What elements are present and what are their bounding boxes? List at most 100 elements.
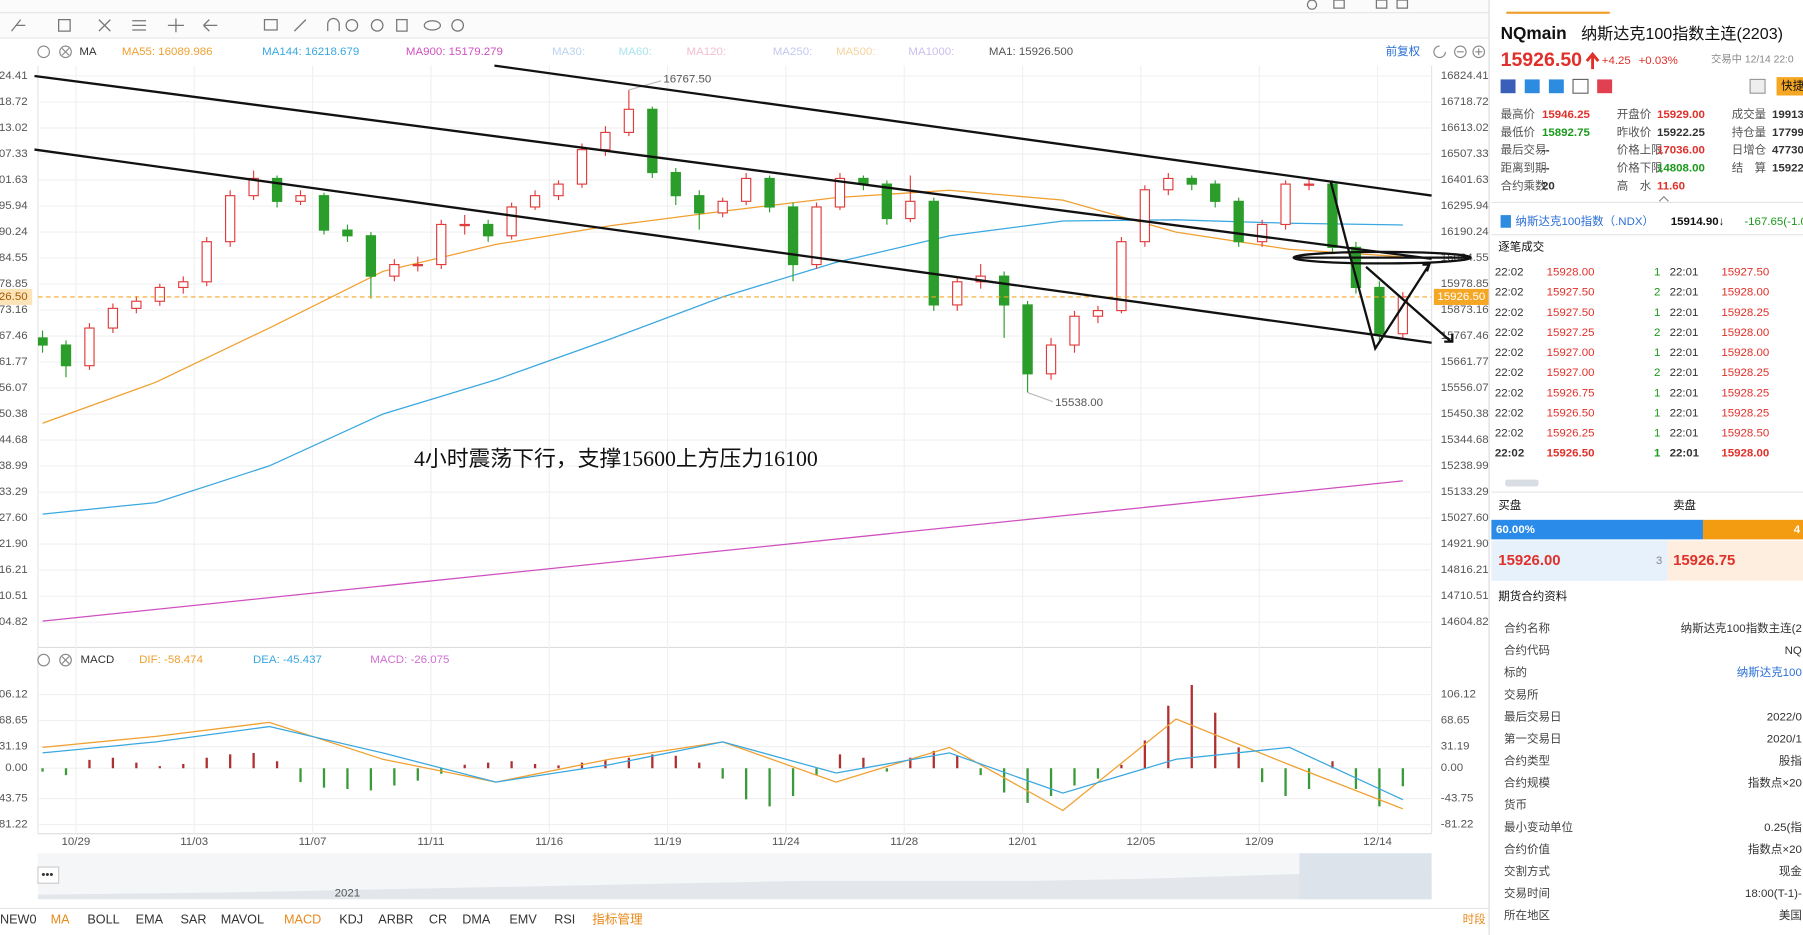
y-tick-label: 16718.72 (1441, 96, 1489, 108)
legend-item[interactable]: MA900: 15179.279 (406, 46, 503, 58)
trade-cell: 22:02 (1495, 267, 1524, 279)
indicator-tab[interactable]: 指标管理 (592, 912, 643, 926)
indicator-tab[interactable]: DMA (462, 912, 491, 926)
last-price-tag (0, 288, 33, 305)
stat-label: 开盘价 (1617, 107, 1652, 121)
y-tick-label: 14710.51 (0, 590, 28, 602)
legend-item[interactable]: MA144: 16218.679 (262, 46, 359, 58)
indicator-tab[interactable]: EMV (509, 912, 537, 926)
legend-item[interactable]: MACD: -26.075 (370, 654, 449, 666)
indicator-tab[interactable]: MACD (284, 912, 321, 926)
candle-body (576, 149, 588, 185)
legend-item[interactable]: DIF: -58.474 (139, 654, 203, 666)
candle-body (623, 108, 635, 134)
x-tick-label: 11/19 (654, 836, 682, 848)
legend-item[interactable]: MA120: (686, 46, 726, 58)
scrollbar[interactable] (1505, 479, 1539, 487)
stat-label: 最后交易 (1501, 143, 1547, 157)
trade-cell: 15926.50 (1547, 407, 1595, 419)
stat-label: 昨收价 (1617, 125, 1652, 139)
trade-cell: 1 (1654, 347, 1660, 359)
indicator-tab[interactable]: BOLL (87, 912, 119, 926)
stat-label: 价格下限 (1617, 161, 1663, 175)
contract-label: 货币 (1504, 798, 1527, 812)
y-tick-label: 15661.77 (0, 356, 28, 368)
trade-status: 交易中 12/14 22:0 (1711, 53, 1794, 66)
contract-label: 交易所 (1504, 687, 1538, 701)
indicator-tab[interactable]: EMA (136, 912, 164, 926)
contract-value[interactable]: 纳斯达克100 (1737, 665, 1802, 679)
trade-cell: 22:01 (1670, 387, 1699, 399)
low-leader (1027, 391, 1054, 403)
candle-body (1069, 315, 1080, 346)
indicator-tab[interactable]: MA (51, 912, 71, 926)
contract-value: 指数点×20 (1748, 842, 1802, 856)
trade-cell: 22:01 (1670, 307, 1699, 319)
legend-item[interactable]: MA55: 16089.986 (122, 46, 213, 58)
overview-more[interactable]: ••• (41, 869, 53, 881)
shortcut-button[interactable]: 快捷 (1781, 78, 1803, 92)
stat-value: 15922 (1772, 163, 1803, 175)
trade-cell: 2 (1654, 367, 1660, 379)
y-tick-label: 31.19 (0, 741, 28, 753)
legend-item[interactable]: MA1000: (908, 46, 954, 58)
overview-handle[interactable] (37, 866, 60, 884)
stat-value: 15892.75 (1542, 127, 1591, 139)
indicator-tab[interactable]: CR (429, 912, 447, 926)
legend-item[interactable]: MA1: 15926.500 (989, 46, 1073, 58)
candle-body (1163, 177, 1174, 191)
contract-value: 18:00(T-1)- (1745, 888, 1802, 900)
contract-label: 合约规模 (1504, 776, 1550, 790)
y-tick-label: 16295.94 (1441, 200, 1490, 212)
ask-price: 15926.75 (1673, 552, 1735, 569)
y-tick-label: -43.75 (1441, 793, 1474, 805)
legend-item[interactable]: MA250: (773, 46, 813, 58)
contract-label: 合约类型 (1504, 754, 1550, 768)
candle-body (84, 327, 95, 367)
indicator-tab[interactable]: RSI (554, 912, 575, 926)
drawing-tools[interactable] (11, 0, 1409, 33)
y-tick-label: 31.19 (1441, 741, 1470, 753)
index-name[interactable]: 纳斯达克100指数（.NDX） (1516, 214, 1654, 228)
candle-body (482, 223, 494, 237)
market-icons[interactable] (1500, 77, 1803, 96)
legend-item[interactable]: DEA: -45.437 (253, 654, 322, 666)
candle-body (107, 307, 119, 329)
collapse-caret[interactable] (1658, 195, 1669, 202)
indicator-name[interactable]: MA (79, 46, 97, 58)
y-tick-label: 16718.72 (0, 96, 28, 108)
legend-item[interactable]: MA500: (836, 46, 876, 58)
indicator-tab[interactable]: NEW0 (0, 912, 36, 926)
index-price: 15914.90↓ (1671, 216, 1725, 228)
y-tick-label: 14921.90 (1441, 538, 1489, 550)
trade-cell: 15926.75 (1547, 387, 1595, 399)
overview-window[interactable] (1299, 853, 1432, 900)
indicator-tab[interactable]: KDJ (339, 912, 363, 926)
trade-cell: 22:01 (1670, 327, 1699, 339)
indicator-tab[interactable]: ARBR (378, 912, 413, 926)
period-tab[interactable]: 时段 (1463, 912, 1486, 926)
contract-value: NQ (1785, 645, 1802, 657)
indicator-tab[interactable]: MAVOL (221, 912, 264, 926)
candle-body (1256, 223, 1268, 243)
legend-item[interactable]: MA30: (552, 46, 585, 58)
bid-ratio-bar (1491, 519, 1703, 540)
legend-item[interactable]: MA60: (619, 46, 652, 58)
x-tick-label: 12/01 (1008, 836, 1037, 848)
up-arrow (1585, 51, 1600, 70)
indicator-tab[interactable]: SAR (181, 912, 207, 926)
x-tick-label: 10/29 (62, 836, 91, 848)
pane-icons[interactable] (37, 45, 1486, 667)
contract-value: 纳斯达克100指数主连(2 (1681, 621, 1802, 635)
y-tick-label: 16401.63 (0, 174, 28, 186)
y-tick-label: 15238.99 (1441, 460, 1489, 472)
stat-label: 价格上限 (1617, 143, 1663, 157)
adjust-toggle[interactable]: 前复权 (1386, 44, 1421, 58)
y-tick-label: 16190.24 (0, 226, 28, 238)
y-tick-label: 15978.85 (1441, 278, 1489, 290)
trade-cell: 1 (1654, 267, 1660, 279)
indicator-name[interactable]: MACD (80, 654, 114, 666)
contract-value: 2022/0 (1767, 711, 1802, 723)
